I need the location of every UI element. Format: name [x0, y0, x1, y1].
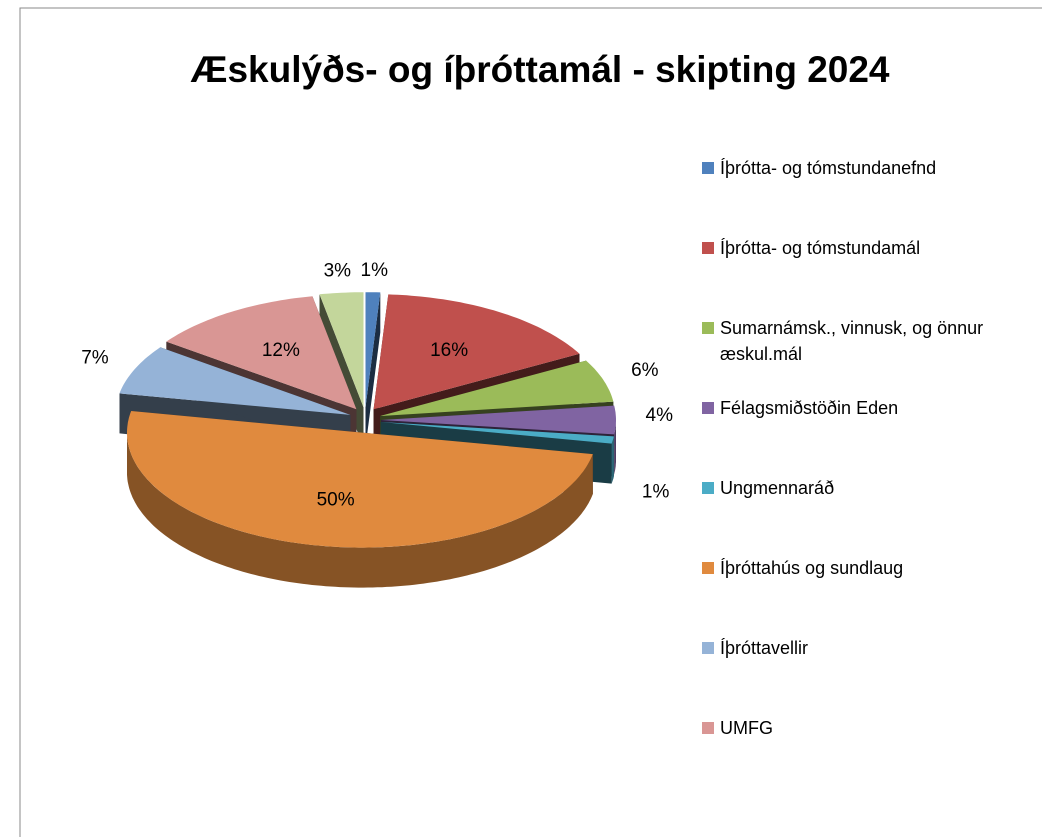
slice: [119, 347, 351, 415]
data-label: 1%: [361, 260, 389, 281]
slice-wall: [611, 436, 614, 484]
slice-wall: [127, 432, 593, 588]
slice: [380, 360, 614, 416]
legend-label: Íþróttavellir: [720, 638, 809, 658]
slice: [127, 411, 593, 548]
legend-swatch: [702, 242, 714, 254]
data-label: 50%: [317, 489, 355, 510]
slice: [380, 422, 614, 444]
legend-entry: Félagsmiðstöðin Eden: [702, 395, 1032, 421]
legend-entry: Ungmennaráð: [702, 475, 1032, 501]
data-label: 3%: [324, 261, 352, 282]
legend-label: Íþrótta- og tómstundamál: [720, 238, 921, 258]
legend-swatch: [702, 562, 714, 574]
data-label: 12%: [262, 340, 300, 361]
legend-entry: Íþróttavellir: [702, 635, 1032, 661]
chart-title: Æskulýðs- og íþróttamál - skipting 2024: [190, 49, 889, 90]
legend-entry: Íþrótta- og tómstundanefnd: [702, 155, 1032, 181]
legend-entry: Sumarnámsk., vinnusk, og önnur æskul.mál: [702, 315, 1032, 367]
slice: [319, 292, 364, 408]
legend-swatch: [702, 482, 714, 494]
legend-entry: Íþrótta- og tómstundamál: [702, 235, 1032, 261]
slice: [373, 294, 580, 410]
legend-entry: Íþróttahús og sundlaug: [702, 555, 1032, 581]
legend-swatch: [702, 162, 714, 174]
data-label: 1%: [642, 482, 670, 503]
slice: [365, 292, 381, 408]
data-label: 16%: [430, 340, 468, 361]
data-label: 4%: [646, 405, 674, 426]
slice-side: [365, 292, 381, 448]
legend-entry: UMFG: [702, 715, 1032, 741]
slice-wall: [614, 420, 616, 475]
legend-label: Íþróttahús og sundlaug: [720, 558, 904, 578]
legend-label: Ungmennaráð: [720, 478, 835, 498]
legend-label: UMFG: [720, 718, 773, 738]
legend-label: Félagsmiðstöðin Eden: [720, 398, 899, 418]
slice: [166, 296, 357, 410]
legend-swatch: [702, 402, 714, 414]
legend-label: Íþrótta- og tómstundanefnd: [720, 158, 937, 178]
data-label: 7%: [81, 347, 109, 368]
legend-swatch: [702, 642, 714, 654]
legend-swatch: [702, 722, 714, 734]
legend-swatch: [702, 322, 714, 334]
data-label: 6%: [631, 360, 659, 381]
slice: [381, 405, 616, 435]
legend-label: Sumarnámsk., vinnusk, og önnur æskul.mál: [720, 318, 984, 364]
